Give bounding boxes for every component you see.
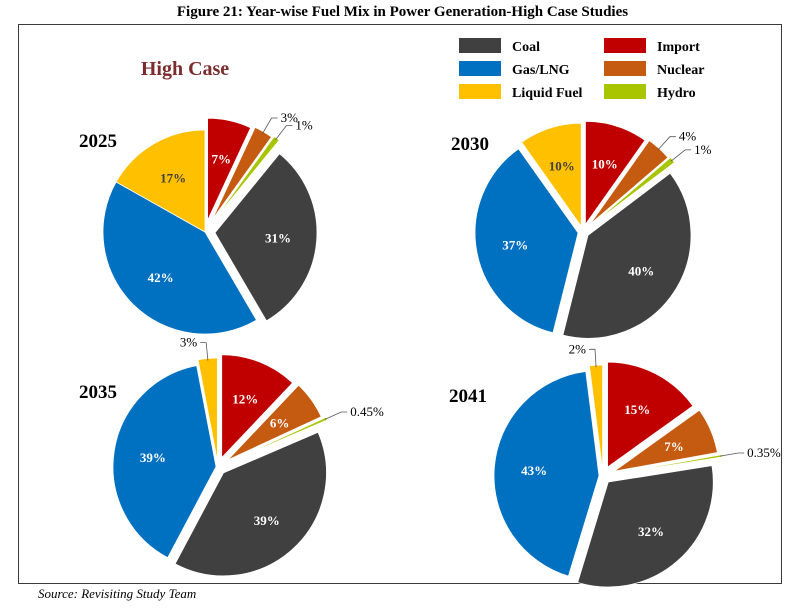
pie-2025-label-hydro: 1% — [295, 118, 313, 133]
pie-2041-leader-hydro — [720, 452, 745, 457]
pie-2025-slice-import — [207, 117, 252, 221]
pie-2041-label-coal: 32% — [638, 524, 664, 539]
pie-2035-label-liquid-fuel: 3% — [180, 335, 198, 350]
pie-2041-label-gas-lng: 43% — [521, 463, 547, 478]
pie-2041-slice-import — [607, 361, 694, 468]
pie-2035-leader-liquid-fuel — [200, 342, 209, 361]
figure-title: Figure 21: Year-wise Fuel Mix in Power G… — [176, 4, 629, 20]
pie-2041-label-liquid-fuel: 2% — [569, 341, 587, 356]
pie-2041-title: 2041 — [449, 386, 487, 407]
pie-2025-title: 2025 — [79, 131, 117, 152]
pie-2030-slice-gas-lng — [474, 148, 579, 334]
pie-2035-slice-gas-lng — [112, 365, 217, 559]
pie-2035-label-gas-lng: 39% — [140, 450, 166, 465]
pie-2035-leader-hydro — [324, 411, 348, 420]
pie-2025-label-coal: 31% — [265, 231, 291, 246]
pie-2025-slice-gas-lng — [102, 181, 258, 335]
pie-2041-label-nuclear: 7% — [664, 439, 684, 454]
legend-label-coal: Coal — [512, 40, 540, 55]
pie-2030-slice-coal — [562, 172, 692, 339]
pie-2025-slice-coal — [214, 153, 318, 322]
case-label: High Case — [141, 58, 229, 80]
pie-2030-slice-import — [585, 120, 646, 226]
legend-label-liquid-fuel: Liquid Fuel — [512, 86, 583, 101]
pie-2030-label-import: 10% — [592, 157, 618, 172]
pie-2030-label-liquid-fuel: 10% — [549, 158, 575, 173]
legend-swatch-import — [604, 38, 646, 53]
pie-2030-label-hydro: 1% — [694, 142, 712, 157]
legend-label-gas-lng: Gas/LNG — [512, 63, 570, 78]
legend-label-hydro: Hydro — [657, 86, 696, 101]
pie-2035-slice-coal — [174, 431, 327, 577]
pie-2030-label-coal: 40% — [628, 264, 654, 279]
legend-label-import: Import — [657, 40, 700, 55]
pie-2035-slice-import — [221, 354, 294, 459]
pie-2035-label-import: 12% — [232, 391, 258, 406]
legend-swatch-hydro — [604, 84, 646, 99]
pie-2035-label-hydro: 0.45% — [350, 404, 384, 419]
pie-2035-slice-nuclear — [227, 384, 322, 461]
pie-2030-label-gas-lng: 37% — [502, 238, 528, 253]
chart-frame — [18, 24, 782, 584]
pie-2041-leader-liquid-fuel — [589, 348, 597, 368]
pie-2025-label-gas-lng: 42% — [148, 270, 174, 285]
pie-2025-label-liquid-fuel: 17% — [160, 170, 186, 185]
pie-2030-title: 2030 — [451, 134, 489, 155]
pie-2041-slice-nuclear — [613, 409, 718, 472]
pie-2025-leader-hydro — [275, 125, 293, 141]
legend-label-nuclear: Nuclear — [657, 63, 704, 78]
pie-2025-label-nuclear: 3% — [281, 110, 299, 125]
pie-2025-label-import: 7% — [212, 152, 232, 167]
pie-2035-title: 2035 — [79, 382, 117, 403]
legend-swatch-coal — [459, 38, 501, 53]
pie-2030-slice-liquid-fuel — [521, 122, 582, 228]
pie-2041-slice-coal — [577, 465, 714, 588]
pie-2030-leader-hydro — [670, 149, 692, 162]
pie-2025-leader-nuclear — [262, 117, 278, 134]
legend-swatch-nuclear — [604, 61, 646, 76]
pie-2025-slice-liquid-fuel — [115, 129, 206, 233]
pie-2041-label-import: 15% — [624, 402, 650, 417]
source-note: Source: Revisiting Study Team — [38, 586, 197, 601]
pie-2041-label-hydro: 0.35% — [747, 445, 781, 460]
legend-swatch-liquid-fuel — [459, 84, 501, 99]
pie-2041-slice-gas-lng — [493, 371, 600, 577]
pie-2035-label-coal: 39% — [254, 513, 280, 528]
pie-2030-label-nuclear: 4% — [679, 129, 697, 144]
pie-2035-label-nuclear: 6% — [270, 416, 290, 431]
pie-2030-leader-nuclear — [657, 136, 676, 151]
legend-swatch-gas-lng — [459, 61, 501, 76]
